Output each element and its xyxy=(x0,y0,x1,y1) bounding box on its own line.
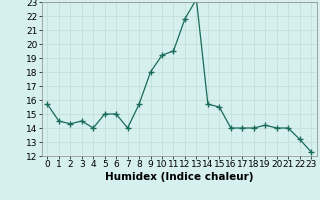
X-axis label: Humidex (Indice chaleur): Humidex (Indice chaleur) xyxy=(105,172,253,182)
